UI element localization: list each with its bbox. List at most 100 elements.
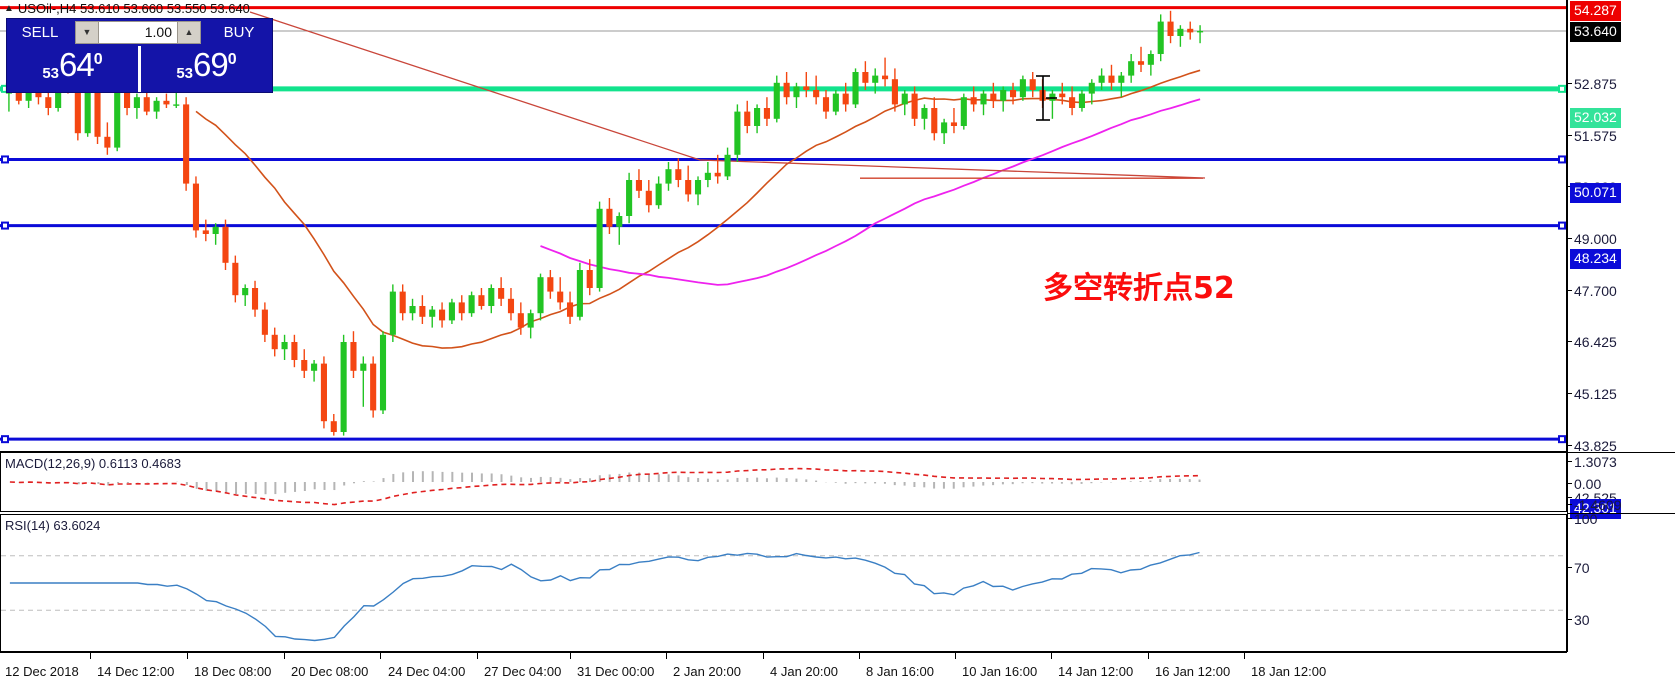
sell-price-big: 64	[59, 46, 95, 83]
volume-input[interactable]: 1.00	[99, 21, 177, 44]
candlestick	[596, 201, 603, 292]
volume-stepper[interactable]: ▼ 1.00 ▲	[75, 21, 201, 44]
candlestick	[458, 295, 465, 321]
time-separator	[570, 653, 571, 659]
candlestick	[842, 82, 849, 112]
candlestick	[566, 291, 574, 324]
time-label: 8 Jan 16:00	[866, 664, 934, 679]
price-tick: 52.875	[1568, 76, 1617, 92]
time-separator	[666, 653, 667, 659]
time-separator	[284, 653, 285, 659]
candlestick	[360, 356, 367, 407]
time-label: 2 Jan 20:00	[673, 664, 741, 679]
trend-line[interactable]	[249, 11, 1206, 179]
sell-button[interactable]: SELL	[7, 19, 73, 46]
level-handle[interactable]	[1558, 435, 1566, 444]
macd-tick: 0.00	[1567, 476, 1602, 492]
candlestick	[202, 219, 209, 242]
candlestick	[1167, 10, 1174, 44]
candlestick	[271, 327, 278, 357]
candlestick	[1059, 82, 1066, 105]
candlestick	[911, 86, 918, 126]
macd-caption: MACD(12,26,9) 0.6113 0.4683	[5, 456, 182, 471]
candlestick	[301, 349, 308, 378]
crosshair-cursor[interactable]	[1036, 75, 1057, 121]
candlestick	[714, 154, 721, 184]
level-handle[interactable]	[1, 221, 9, 230]
time-label: 27 Dec 04:00	[484, 664, 562, 679]
time-label: 16 Jan 12:00	[1155, 664, 1231, 679]
candlestick	[675, 158, 682, 188]
candlestick	[507, 288, 515, 321]
resistance-level-tag[interactable]: 54.287	[1570, 1, 1621, 21]
price-scale[interactable]: 52.87551.57550.30049.00047.70046.42545.1…	[1567, 0, 1675, 652]
rsi-pane[interactable]	[0, 514, 1567, 652]
candlestick	[1118, 72, 1125, 98]
time-label: 18 Dec 08:00	[194, 664, 272, 679]
candlestick	[832, 90, 839, 116]
candlestick	[576, 262, 583, 321]
candlestick	[626, 172, 633, 224]
triangle-up-icon[interactable]: ▲	[4, 3, 14, 14]
level-handle[interactable]	[1, 155, 9, 164]
price-tick: 43.825	[1568, 438, 1617, 454]
candlestick	[419, 295, 426, 324]
candlestick	[399, 284, 406, 321]
last-price-tag[interactable]: 53.640	[1570, 22, 1621, 42]
sell-price-quote[interactable]: 53640	[7, 46, 138, 92]
candlestick	[773, 75, 780, 123]
level-handle[interactable]	[1558, 84, 1566, 93]
one-click-trading-panel[interactable]: SELL ▼ 1.00 ▲ BUY 53640 53690	[6, 18, 273, 93]
candlestick	[261, 302, 268, 342]
candlestick	[468, 291, 475, 317]
candlestick	[970, 86, 977, 112]
buy-button[interactable]: BUY	[206, 19, 272, 46]
candlestick	[901, 90, 908, 116]
buy-price-quote[interactable]: 53690	[141, 46, 272, 92]
candlestick	[1049, 90, 1056, 119]
macd-main-line	[9, 467, 1200, 506]
candlestick	[724, 147, 731, 180]
time-separator	[1244, 653, 1245, 659]
time-separator	[955, 653, 956, 659]
rsi-tick: 70	[1568, 560, 1590, 576]
volume-decrease-button[interactable]: ▼	[75, 21, 99, 44]
support-level-tag-2[interactable]: 48.234	[1570, 249, 1621, 269]
candlestick	[694, 176, 702, 206]
time-axis[interactable]: 12 Dec 2018 14 Dec 12:00 18 Dec 08:00 20 De…	[0, 652, 1567, 693]
candlestick	[340, 334, 347, 436]
price-plot[interactable]	[0, 0, 1566, 451]
candlestick	[291, 334, 298, 368]
candlestick	[281, 334, 288, 360]
level-handle[interactable]	[1558, 221, 1566, 230]
candlestick	[232, 255, 239, 303]
time-label: 14 Jan 12:00	[1058, 664, 1134, 679]
macd-plot	[1, 453, 1566, 511]
trade-panel-quotes-row: 53640 53690	[7, 46, 272, 92]
macd-pane[interactable]	[0, 452, 1567, 512]
candlestick	[1019, 75, 1026, 101]
rsi-plot	[1, 515, 1566, 651]
level-handle[interactable]	[1558, 155, 1566, 164]
candlestick	[1009, 82, 1017, 105]
candlestick	[251, 280, 259, 317]
support-level-tag-1[interactable]: 50.071	[1570, 183, 1621, 203]
pivot-level-tag[interactable]: 52.032	[1570, 108, 1621, 128]
level-handle[interactable]	[1, 435, 9, 444]
candlestick	[192, 176, 200, 238]
candlestick	[655, 176, 662, 209]
candlestick	[862, 61, 869, 90]
trade-panel-top-row: SELL ▼ 1.00 ▲ BUY	[7, 19, 272, 46]
support-level-tag-3[interactable]: 42.301	[1570, 499, 1621, 519]
candlestick	[143, 90, 150, 116]
candlestick	[1128, 54, 1135, 83]
price-tick: 49.000	[1568, 231, 1617, 247]
candlestick	[1187, 21, 1194, 40]
candlestick	[1137, 46, 1145, 72]
rsi-caption: RSI(14) 63.6024	[5, 518, 101, 533]
candlestick	[1147, 50, 1154, 76]
time-separator	[1148, 653, 1149, 659]
candlestick	[882, 57, 889, 87]
volume-increase-button[interactable]: ▲	[177, 21, 201, 44]
